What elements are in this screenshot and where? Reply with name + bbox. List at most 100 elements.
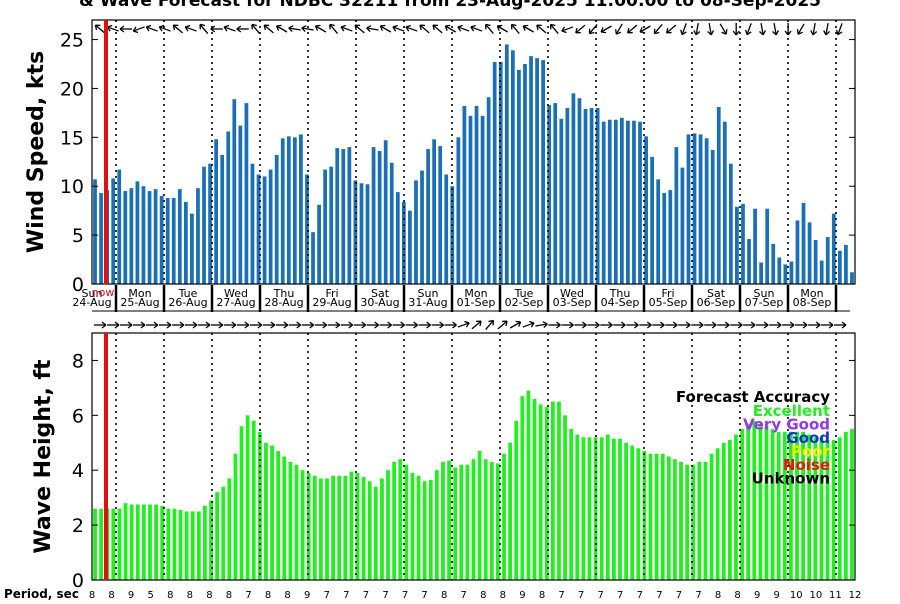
wind-arrow-head bbox=[835, 29, 843, 36]
wind-bar bbox=[844, 244, 848, 284]
wave-bar bbox=[154, 504, 158, 580]
wind-direction-arrow bbox=[575, 24, 586, 34]
wave-ylabel: Wave Height, ft bbox=[31, 359, 56, 554]
wind-arrow-shaft bbox=[251, 23, 261, 35]
wind-bar bbox=[807, 222, 812, 284]
wind-direction-arrow bbox=[172, 24, 183, 34]
wind-arrow-head bbox=[627, 27, 633, 34]
wind-bar bbox=[93, 179, 97, 284]
wind-direction-arrow bbox=[823, 22, 831, 36]
wave-direction-arrow bbox=[485, 319, 495, 331]
wave-direction-arrow bbox=[471, 320, 482, 330]
wave-bar bbox=[264, 442, 268, 580]
wind-direction-arrow bbox=[223, 24, 236, 32]
legend-title: Forecast Accuracy bbox=[676, 388, 830, 406]
wind-arrow-shaft bbox=[276, 25, 288, 33]
wave-bar bbox=[404, 464, 409, 580]
wave-direction-arrow bbox=[691, 321, 704, 329]
wave-direction-arrow bbox=[107, 321, 120, 329]
wind-arrow-head bbox=[510, 23, 517, 30]
wind-bar bbox=[286, 136, 291, 284]
date-label: 04-Sep bbox=[601, 296, 640, 309]
wave-direction-arrow bbox=[340, 321, 354, 329]
wind-bar bbox=[492, 62, 497, 284]
wave-arrow-head bbox=[556, 321, 561, 329]
wind-bar bbox=[644, 136, 648, 284]
wave-bar bbox=[209, 500, 213, 580]
wave-arrow-head bbox=[309, 321, 315, 329]
wind-bar bbox=[438, 146, 443, 284]
period-value: 7 bbox=[676, 590, 682, 600]
wave-arrow-shaft bbox=[457, 322, 470, 328]
wind-arrow-head bbox=[392, 24, 398, 32]
day-of-week-label: Fri bbox=[661, 287, 674, 300]
wind-bar bbox=[371, 147, 376, 284]
wind-direction-arrow bbox=[132, 26, 145, 34]
wave-arrow-shaft bbox=[535, 323, 548, 327]
wind-arrow-head bbox=[707, 30, 715, 36]
wind-arrow-head bbox=[796, 29, 803, 35]
wave-bar bbox=[117, 508, 122, 580]
wind-arrow-head bbox=[419, 24, 426, 31]
wave-bar bbox=[135, 504, 140, 580]
now-label: now bbox=[92, 286, 115, 299]
wind-bar bbox=[256, 174, 261, 284]
wind-direction-arrow bbox=[276, 24, 288, 33]
legend-item: Poor bbox=[791, 443, 831, 461]
wind-arrow-shaft bbox=[773, 22, 777, 36]
wind-arrow-head bbox=[366, 25, 372, 33]
wave-arrow-head bbox=[218, 321, 224, 329]
wave-bar bbox=[141, 504, 146, 580]
wind-arrow-head bbox=[496, 24, 503, 31]
wind-arrow-head bbox=[158, 24, 165, 32]
wind-direction-arrow bbox=[184, 24, 197, 32]
wind-bar bbox=[480, 115, 485, 284]
period-value: 7 bbox=[656, 590, 662, 600]
period-value: 9 bbox=[128, 590, 134, 600]
wave-direction-arrow bbox=[444, 321, 457, 329]
wind-arrow-head bbox=[759, 30, 766, 36]
wave-bar bbox=[850, 429, 854, 580]
wind-direction-arrow bbox=[693, 22, 701, 36]
wave-bar bbox=[196, 511, 201, 580]
wave-bar bbox=[526, 390, 531, 580]
wind-bar bbox=[292, 137, 297, 284]
wind-arrow-shaft bbox=[366, 27, 379, 31]
wave-bar bbox=[441, 461, 445, 580]
wave-bar bbox=[148, 504, 152, 580]
period-value: 10 bbox=[810, 590, 823, 600]
wind-arrow-head bbox=[288, 25, 294, 33]
wave-direction-arrow bbox=[678, 321, 691, 329]
wind-arrow-head bbox=[680, 29, 687, 36]
wind-arrow-head bbox=[340, 24, 347, 32]
wave-bar bbox=[447, 460, 451, 580]
wave-bar bbox=[563, 415, 567, 580]
wave-arrow-head bbox=[244, 321, 250, 329]
wind-bar bbox=[662, 193, 667, 284]
wind-arrow-shaft bbox=[444, 25, 457, 33]
wave-arrow-head bbox=[192, 321, 198, 329]
date-label: 31-Aug bbox=[408, 296, 447, 309]
wave-bar bbox=[789, 431, 793, 580]
wind-bar bbox=[753, 208, 757, 284]
wave-bar bbox=[575, 434, 580, 580]
wind-direction-arrow bbox=[432, 24, 443, 34]
wave-bar bbox=[203, 505, 207, 580]
wind-bar bbox=[395, 192, 400, 284]
wind-bar bbox=[444, 174, 449, 284]
wave-bar bbox=[612, 438, 616, 580]
wave-bar bbox=[599, 437, 604, 580]
wave-direction-arrow bbox=[639, 321, 652, 329]
wave-direction-arrow bbox=[717, 321, 730, 329]
wave-bar bbox=[764, 426, 769, 580]
wind-direction-arrow bbox=[707, 22, 715, 36]
wind-arrow-head bbox=[236, 25, 242, 33]
wind-bar bbox=[389, 162, 394, 284]
wind-plot-frame bbox=[91, 19, 856, 285]
wave-arrow-head bbox=[515, 320, 522, 327]
wave-bar bbox=[557, 401, 561, 580]
date-label: 08-Sep bbox=[793, 296, 832, 309]
wind-arrow-head bbox=[653, 28, 660, 35]
wave-bar bbox=[239, 426, 244, 580]
wave-arrow-head bbox=[413, 321, 418, 329]
